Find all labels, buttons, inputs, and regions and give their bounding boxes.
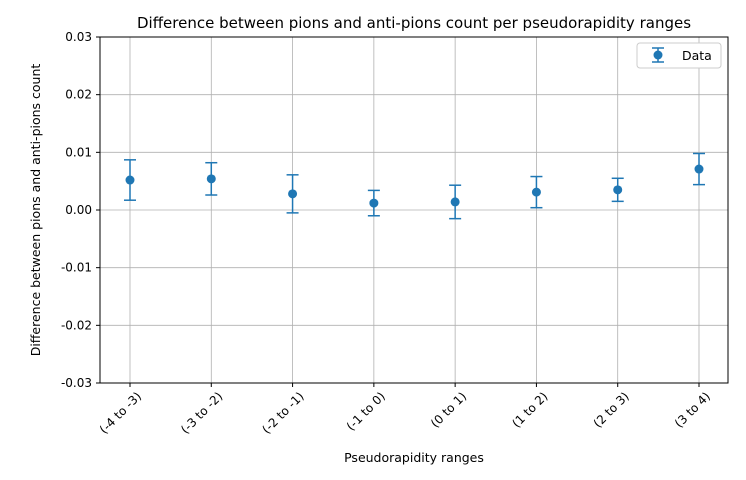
x-tick-label: (-2 to -1)	[259, 389, 306, 436]
data-point	[369, 198, 379, 208]
data-layer	[124, 152, 705, 220]
x-tick-label: (3 to 4)	[672, 389, 713, 430]
x-axis-label: Pseudorapidity ranges	[344, 450, 484, 465]
legend-point	[653, 50, 663, 60]
x-tick-label: (2 to 3)	[591, 389, 632, 430]
y-tick-label: 0.02	[65, 88, 92, 102]
legend-entry-data: Data	[682, 48, 712, 63]
x-tick-label: (0 to 1)	[428, 389, 469, 430]
y-tick-label: -0.01	[61, 261, 92, 275]
data-point	[531, 187, 541, 197]
data-point	[206, 174, 216, 184]
legend-marker-data	[652, 47, 664, 63]
data-point	[613, 185, 623, 195]
chart-title: Difference between pions and anti-pions …	[137, 14, 691, 32]
data-point	[694, 164, 704, 174]
data-point	[288, 189, 298, 199]
x-tick-label: (-1 to 0)	[344, 389, 388, 433]
y-tick-label: -0.03	[61, 376, 92, 390]
x-tick-label: (-3 to -2)	[178, 389, 225, 436]
data-point	[450, 197, 460, 207]
y-tick-label: 0.01	[65, 145, 92, 159]
grid-layer	[100, 36, 728, 384]
y-axis-label: Difference between pions and anti-pions …	[28, 64, 43, 357]
y-tick-label: 0.03	[65, 30, 92, 44]
legend: Data	[636, 42, 722, 69]
y-tick-label: 0.00	[65, 203, 92, 217]
y-tick-label: -0.02	[61, 318, 92, 332]
x-tick-label: (-4 to -3)	[97, 389, 144, 436]
data-point	[125, 175, 135, 185]
x-tick-label: (1 to 2)	[509, 389, 550, 430]
axis-layer: (-4 to -3) (-3 to -2) (-2 to -1) (-1 to 0) (…	[61, 30, 713, 437]
